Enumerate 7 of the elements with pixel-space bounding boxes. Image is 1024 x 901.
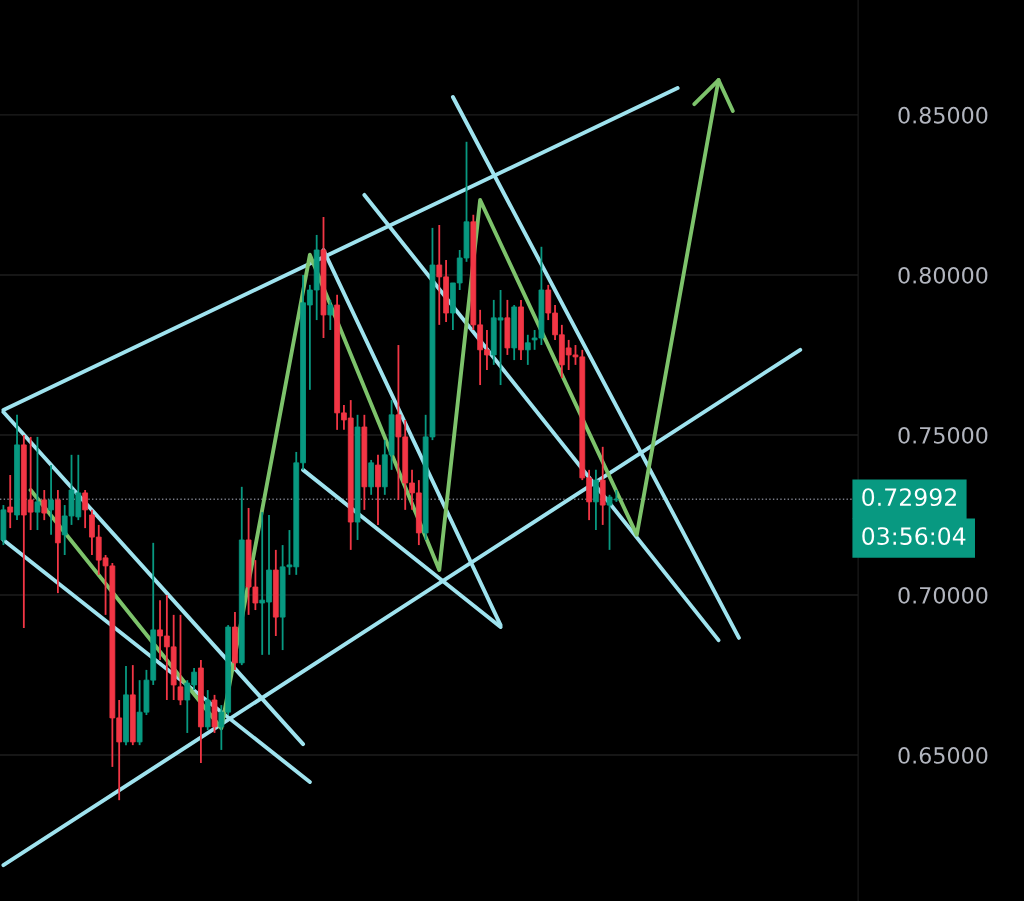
y-tick-label: 0.70000 — [898, 586, 988, 604]
y-tick-label: 0.75000 — [898, 426, 988, 444]
text: 03:56:04 — [862, 527, 966, 545]
y-tick-label: 0.85000 — [898, 106, 988, 124]
ref-line-label: 0.72992 — [862, 488, 956, 507]
y-tick-label: 0.65000 — [898, 747, 988, 764]
y-tick-label: 0.80000 — [898, 266, 988, 284]
